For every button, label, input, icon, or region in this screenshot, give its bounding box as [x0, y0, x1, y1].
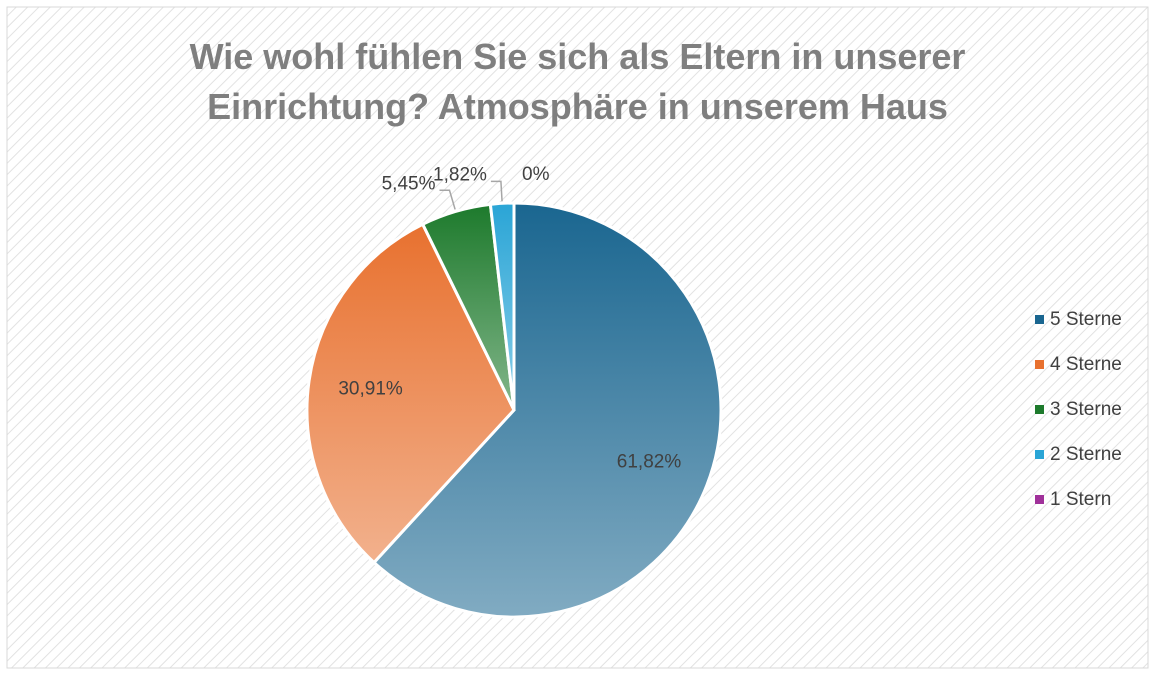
pie-slice [371, 201, 723, 619]
pie-slice [488, 201, 516, 411]
legend-label: 4 Sterne [1050, 354, 1122, 375]
chart-title: Wie wohl fühlen Sie sich als Eltern in u… [189, 36, 966, 127]
legend-label: 1 Stern [1050, 489, 1111, 510]
data-label: 5,45% [382, 173, 436, 194]
legend-marker [1035, 315, 1044, 324]
legend-marker [1035, 360, 1044, 369]
legend-marker [1035, 450, 1044, 459]
data-label: 30,91% [338, 378, 403, 399]
data-label: 61,82% [617, 452, 682, 473]
leader-line [439, 189, 456, 210]
legend-label: 2 Sterne [1050, 444, 1122, 465]
pie-slice [305, 222, 516, 565]
leader-line [490, 180, 503, 202]
data-label: 1,82% [433, 164, 487, 185]
legend-marker [1035, 495, 1044, 504]
legend-label: 3 Sterne [1050, 399, 1122, 420]
legend-marker [1035, 405, 1044, 414]
data-label: 0% [522, 164, 550, 185]
legend-label: 5 Sterne [1050, 309, 1122, 330]
